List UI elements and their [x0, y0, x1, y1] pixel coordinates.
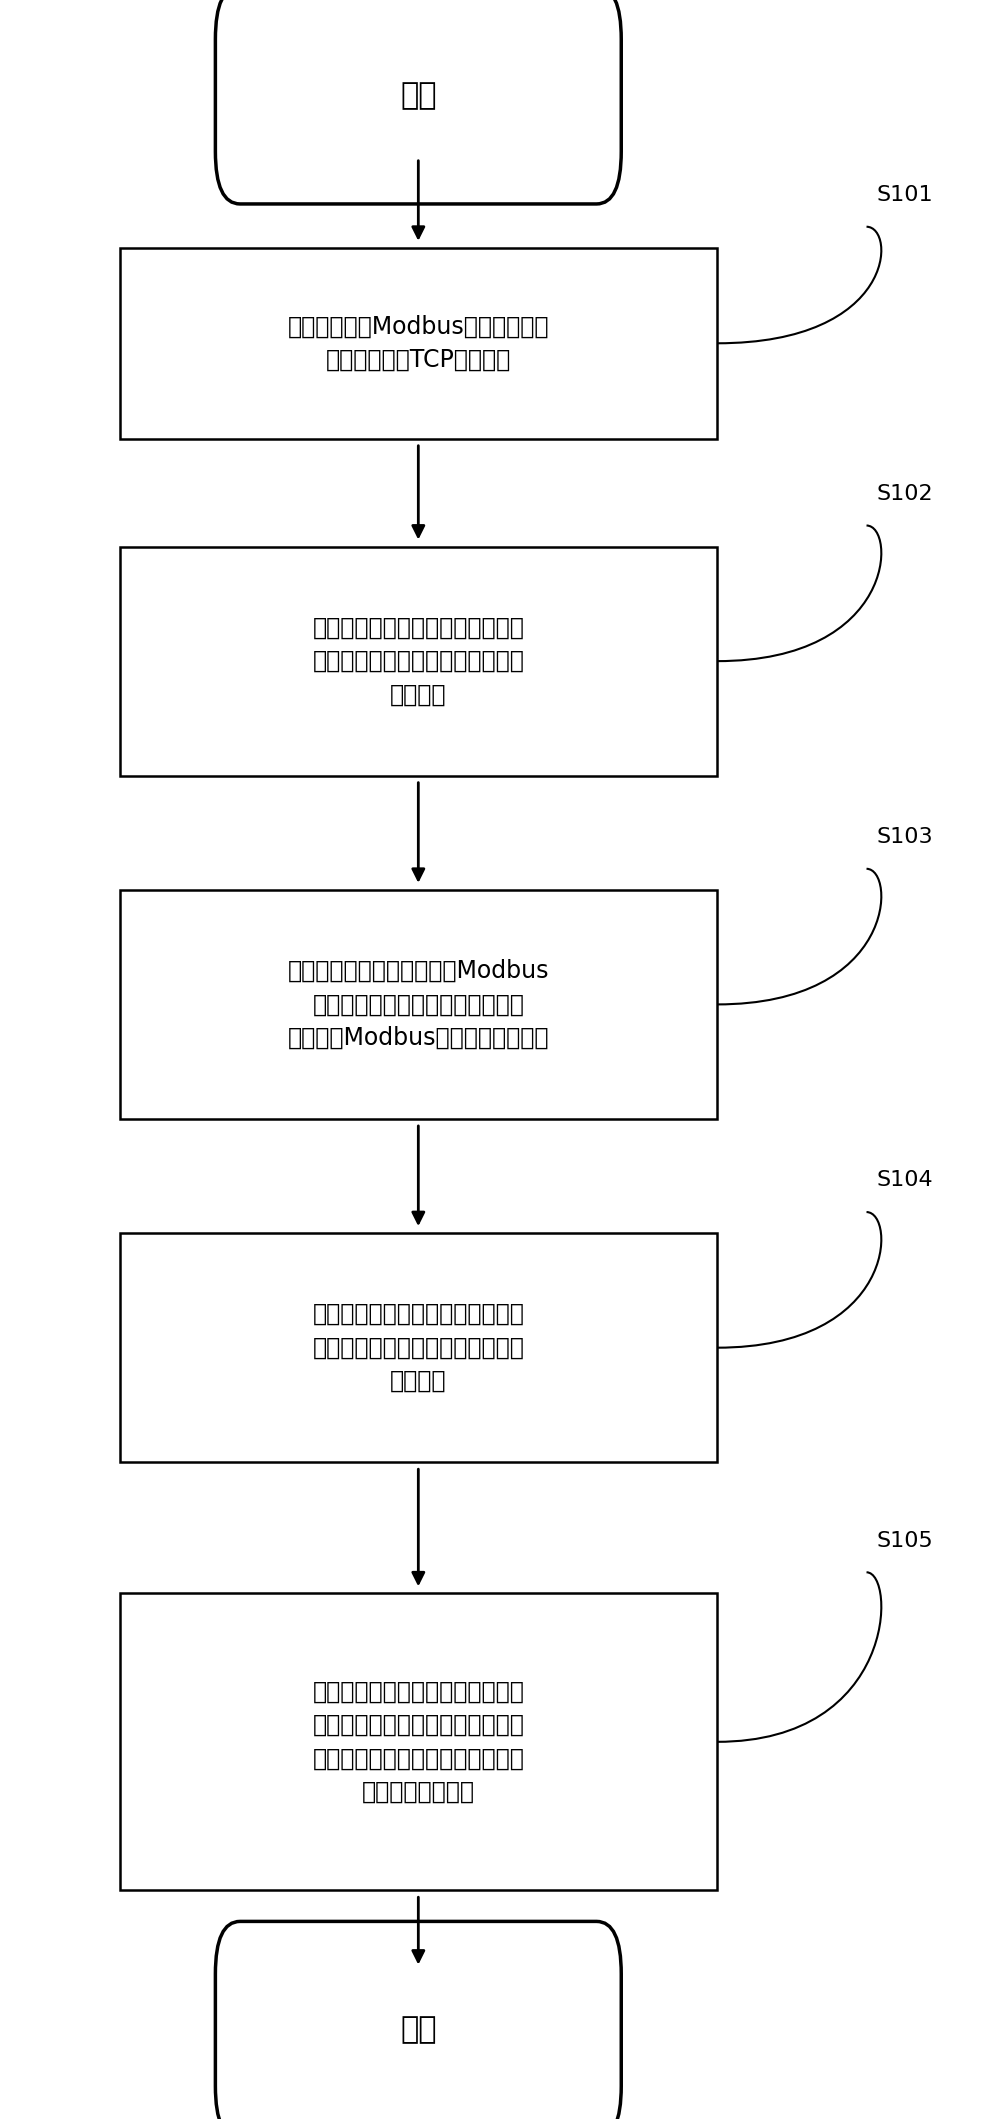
Bar	[120, 547, 717, 776]
Text: 创建厂商设备Modbus协议接口、串
口通信接口、TCP通信接口: 创建厂商设备Modbus协议接口、串 口通信接口、TCP通信接口	[288, 314, 549, 373]
Text: 获取厂商设备反馈数据，对数据类
型编码进行解析，得到厂商设备数
据属性值: 获取厂商设备反馈数据，对数据类 型编码进行解析，得到厂商设备数 据属性值	[313, 1303, 524, 1392]
FancyBboxPatch shape	[215, 1922, 622, 2119]
Bar	[120, 248, 717, 439]
Text: 加载配置文件解析相关配置信息，
初始化厂商设备，与厂商设备建立
通信连接: 加载配置文件解析相关配置信息， 初始化厂商设备，与厂商设备建立 通信连接	[313, 617, 524, 706]
Text: 根据自定义的转换公式编码将厂商
设备数据的属性值转换成上层应用
系统的设备属性值，并上报给已订
阅的上层应用系统: 根据自定义的转换公式编码将厂商 设备数据的属性值转换成上层应用 系统的设备属性值…	[313, 1680, 524, 1803]
Text: S105: S105	[876, 1530, 933, 1551]
Text: 完成: 完成	[400, 2015, 436, 2045]
Text: S103: S103	[876, 826, 933, 848]
Text: 根据数据点配置信息，提取Modbus
地址码、寄存器类型、寄存器起始
地址，对Modbus设备下发采集指令: 根据数据点配置信息，提取Modbus 地址码、寄存器类型、寄存器起始 地址，对M…	[288, 960, 549, 1049]
Text: S101: S101	[876, 184, 933, 206]
FancyBboxPatch shape	[215, 0, 622, 203]
Bar	[120, 890, 717, 1119]
Bar	[120, 1233, 717, 1462]
Text: 开始: 开始	[400, 81, 436, 110]
Text: S104: S104	[876, 1170, 933, 1191]
Bar	[120, 1593, 717, 1890]
Text: S102: S102	[876, 483, 933, 504]
